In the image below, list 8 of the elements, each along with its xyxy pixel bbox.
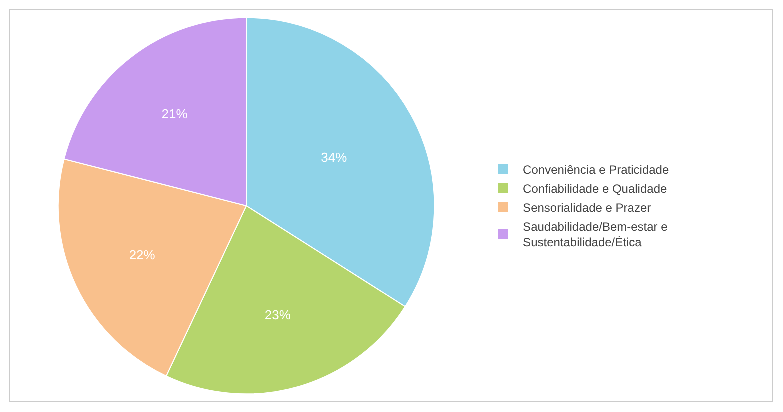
legend-label: Saudabilidade/Bem-estar e Sustentabilidade/Ética (523, 220, 668, 250)
data-label: 34% (321, 150, 348, 166)
legend-label: Sensorialidade e Prazer (523, 201, 652, 216)
data-label: 21% (162, 106, 188, 122)
data-label: 22% (129, 247, 156, 262)
data-label: 23% (264, 307, 292, 322)
legend-label: Conveniência e Praticidade (523, 163, 670, 178)
legend-label: Confiabilidade e Qualidade (523, 182, 668, 196)
